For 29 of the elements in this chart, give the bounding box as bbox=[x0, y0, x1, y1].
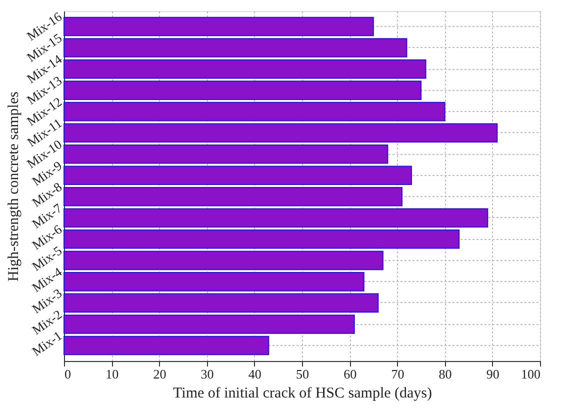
x-tick-label: 50 bbox=[296, 366, 309, 382]
x-axis-title: Time of initial crack of HSC sample (days) bbox=[173, 386, 432, 402]
bar bbox=[64, 123, 498, 142]
bar bbox=[64, 80, 422, 100]
x-tick-label: 10 bbox=[106, 366, 119, 382]
x-tick-label: 20 bbox=[153, 366, 166, 382]
bar bbox=[64, 293, 379, 313]
bar bbox=[64, 59, 426, 79]
x-tick-label: 100 bbox=[521, 366, 540, 382]
x-tick-label: 0 bbox=[64, 366, 71, 382]
x-tick-label: 60 bbox=[344, 366, 357, 382]
bar bbox=[64, 336, 270, 356]
x-tick-label: 30 bbox=[200, 366, 214, 382]
bar bbox=[64, 144, 388, 164]
bar bbox=[64, 208, 488, 228]
y-axis-title: High-strength concrete samples bbox=[6, 91, 22, 282]
x-tick-label: 40 bbox=[248, 366, 262, 382]
x-tick-label: 80 bbox=[438, 366, 452, 382]
bar bbox=[64, 272, 364, 292]
bar bbox=[64, 166, 412, 186]
bar bbox=[64, 16, 374, 36]
bar bbox=[64, 186, 402, 206]
bar bbox=[64, 102, 446, 122]
bar bbox=[64, 314, 355, 334]
x-tick-label: 90 bbox=[486, 366, 500, 382]
bar bbox=[64, 38, 408, 58]
bar bbox=[64, 230, 460, 249]
x-tick-label: 70 bbox=[391, 366, 404, 382]
bar bbox=[64, 250, 384, 270]
